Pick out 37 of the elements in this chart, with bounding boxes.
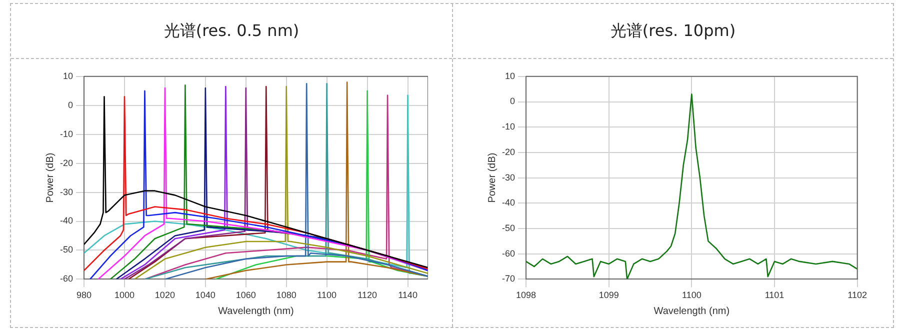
y-tick-label: 10 — [62, 70, 74, 81]
x-tick-label: 1140 — [398, 290, 418, 300]
y-tick-label: -10 — [502, 122, 516, 132]
x-axis-title: Wavelength (nm) — [654, 306, 730, 317]
y-tick-label: -30 — [60, 186, 74, 197]
y-tick-label: -70 — [502, 274, 516, 284]
y-tick-label: -30 — [502, 172, 516, 182]
y-tick-label: -60 — [60, 274, 74, 284]
y-tick-label: -20 — [502, 146, 516, 157]
x-tick-label: 1102 — [848, 290, 868, 300]
y-tick-label: -60 — [502, 248, 516, 258]
x-tick-label: 1060 — [236, 290, 256, 300]
y-tick-label: 10 — [504, 70, 516, 81]
x-tick-label: 1099 — [598, 290, 619, 300]
y-tick-label: -40 — [60, 216, 74, 226]
x-axis-title: Wavelength (nm) — [218, 306, 294, 317]
y-tick-label: 0 — [510, 96, 516, 106]
y-axis-title: Power (dB) — [44, 152, 56, 203]
x-tick-label: 1040 — [195, 290, 216, 300]
x-tick-label: 1020 — [154, 290, 175, 300]
x-tick-label: 1000 — [114, 290, 134, 300]
y-tick-label: -50 — [502, 222, 516, 233]
x-tick-label: 980 — [76, 290, 92, 300]
chart-title: 光谱(res. 10pm) — [453, 4, 893, 59]
y-tick-label: -10 — [60, 128, 74, 139]
x-tick-label: 1100 — [682, 290, 702, 300]
y-tick-label: -40 — [502, 198, 516, 208]
x-tick-label: 1080 — [276, 290, 296, 300]
y-tick-label: -50 — [60, 244, 74, 255]
x-tick-label: 1100 — [317, 290, 337, 300]
chart-title: 光谱(res. 0.5 nm) — [11, 4, 452, 59]
x-tick-label: 1101 — [764, 290, 784, 300]
x-tick-label: 1120 — [358, 290, 377, 300]
y-tick-label: 0 — [68, 100, 74, 110]
y-axis-title: Power (dB) — [486, 152, 498, 203]
y-tick-label: -20 — [60, 158, 74, 168]
x-tick-label: 1098 — [516, 290, 536, 300]
